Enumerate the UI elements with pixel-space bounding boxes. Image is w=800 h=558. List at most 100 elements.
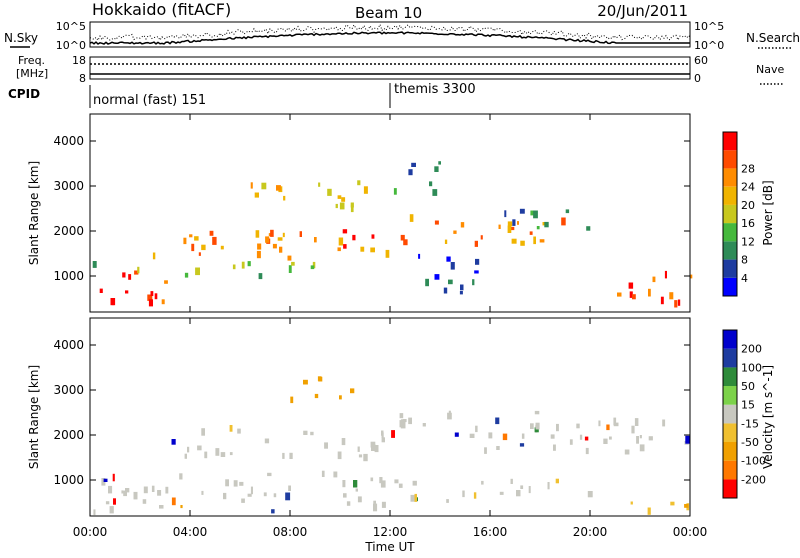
heatmap-cell-power [312, 261, 316, 269]
heatmap-cell-velocity [587, 491, 593, 498]
noise-panel-frame [89, 21, 691, 48]
heatmap-cell-power [438, 161, 441, 165]
heatmap-cell-velocity [201, 490, 204, 495]
heatmap-cell-velocity [412, 480, 417, 486]
heatmap-cell-power [128, 274, 132, 280]
heatmap-cell-velocity [355, 488, 358, 492]
heatmap-cell-velocity [142, 499, 147, 504]
heatmap-cell-power [232, 264, 236, 270]
heatmap-cell-power [434, 274, 440, 280]
heatmap-cell-velocity [346, 501, 351, 506]
y-tick-label: 4000 [53, 134, 84, 148]
beam-title: Beam 10 [355, 4, 422, 22]
nave-tick-top: 60 [694, 54, 708, 67]
heatmap-cell-power [335, 203, 338, 209]
time-tick-label: 00:00 [73, 525, 108, 539]
heatmap-cell-velocity [402, 419, 407, 423]
heatmap-cell-velocity [187, 446, 190, 453]
heatmap-cell-velocity [143, 486, 148, 494]
heatmap-cell-velocity [499, 491, 504, 495]
heatmap-cell-power [161, 299, 165, 305]
heatmap-cell-power [511, 238, 517, 244]
heatmap-cell-power [370, 247, 375, 253]
colorbar-swatch [723, 241, 737, 260]
heatmap-cell-power [339, 202, 345, 210]
heatmap-cell-velocity [630, 501, 633, 505]
colorbar-swatch [723, 330, 737, 349]
heatmap-cell-velocity [215, 448, 220, 456]
heatmap-cell-velocity [469, 433, 475, 438]
heatmap-cell-power [371, 234, 375, 239]
heatmap-cell-power [507, 221, 513, 227]
heatmap-cell-velocity [670, 501, 675, 506]
heatmap-cell-velocity [414, 493, 417, 502]
heatmap-cell-power [255, 230, 260, 238]
heatmap-cell-velocity [264, 438, 270, 444]
heatmap-cell-velocity [634, 418, 639, 426]
heatmap-cell-power [529, 231, 533, 235]
heatmap-cell-power [195, 267, 200, 276]
heatmap-cell-power [660, 296, 664, 305]
heatmap-cell-velocity [530, 423, 534, 429]
heatmap-cell-velocity [229, 425, 233, 432]
heatmap-cell-velocity [496, 446, 500, 450]
heatmap-cell-velocity [684, 504, 689, 508]
noise-sky-label: N.Sky [4, 31, 38, 45]
noise-sky-trace [89, 31, 690, 45]
power-ylabel: Slant Range [km] [27, 161, 41, 265]
heatmap-cell-power [536, 226, 540, 230]
heatmap-cell-velocity [303, 430, 308, 435]
heatmap-cell-power [256, 250, 261, 259]
heatmap-cell-velocity [343, 493, 347, 498]
heatmap-cell-power [337, 195, 342, 199]
heatmap-cell-velocity [373, 503, 378, 512]
heatmap-cell-velocity [370, 477, 374, 482]
heatmap-cell-velocity [585, 447, 589, 455]
heatmap-cell-velocity [357, 446, 360, 452]
power-panel-frame [89, 113, 691, 313]
heatmap-cell-power [444, 239, 448, 244]
heatmap-cell-velocity [220, 452, 226, 457]
heatmap-cell-velocity [606, 424, 610, 431]
heatmap-cell-velocity [636, 436, 639, 444]
y-tick-label: 2000 [53, 428, 84, 442]
heatmap-cell-velocity [101, 478, 106, 486]
noise-tick-left-top: 10^5 [56, 20, 86, 33]
heatmap-cell-velocity [381, 501, 386, 508]
heatmap-cell-power [459, 291, 463, 295]
heatmap-cell-power [450, 262, 455, 270]
heatmap-cell-power [530, 210, 534, 216]
heatmap-cell-power [434, 220, 439, 225]
heatmap-cell-velocity [317, 376, 322, 381]
heatmap-cell-power [327, 188, 332, 196]
heatmap-cell-power [191, 243, 195, 252]
heatmap-cell-velocity [488, 432, 493, 439]
heatmap-cell-power [446, 256, 451, 262]
heatmap-cell-power [519, 208, 525, 214]
heatmap-cell-power [533, 236, 536, 245]
colorbar-tick-label: 28 [741, 162, 755, 175]
heatmap-cell-velocity [310, 431, 314, 436]
heatmap-cell-power [201, 244, 206, 251]
heatmap-cell-velocity [373, 500, 376, 504]
heatmap-cell-power [352, 234, 356, 241]
heatmap-cell-power [539, 239, 545, 243]
colorbar-swatch [723, 186, 737, 205]
heatmap-cell-power [152, 252, 156, 260]
heatmap-cell-power [448, 279, 453, 285]
heatmap-cell-power [164, 280, 168, 284]
heatmap-cell-power [632, 294, 636, 300]
heatmap-cell-power [92, 261, 97, 268]
heatmap-cell-velocity [197, 445, 202, 451]
colorbar-frame [722, 329, 738, 499]
velocity-ylabel: Slant Range [km] [27, 365, 41, 469]
heatmap-cell-power [147, 294, 153, 301]
heatmap-cell-velocity [121, 490, 124, 494]
heatmap-cell-velocity [579, 434, 583, 440]
heatmap-cell-velocity [520, 485, 524, 489]
heatmap-cell-power [148, 299, 153, 307]
heatmap-cell-power [250, 182, 253, 189]
nave-tick-bottom: 0 [694, 72, 701, 85]
heatmap-cell-velocity [535, 422, 540, 430]
